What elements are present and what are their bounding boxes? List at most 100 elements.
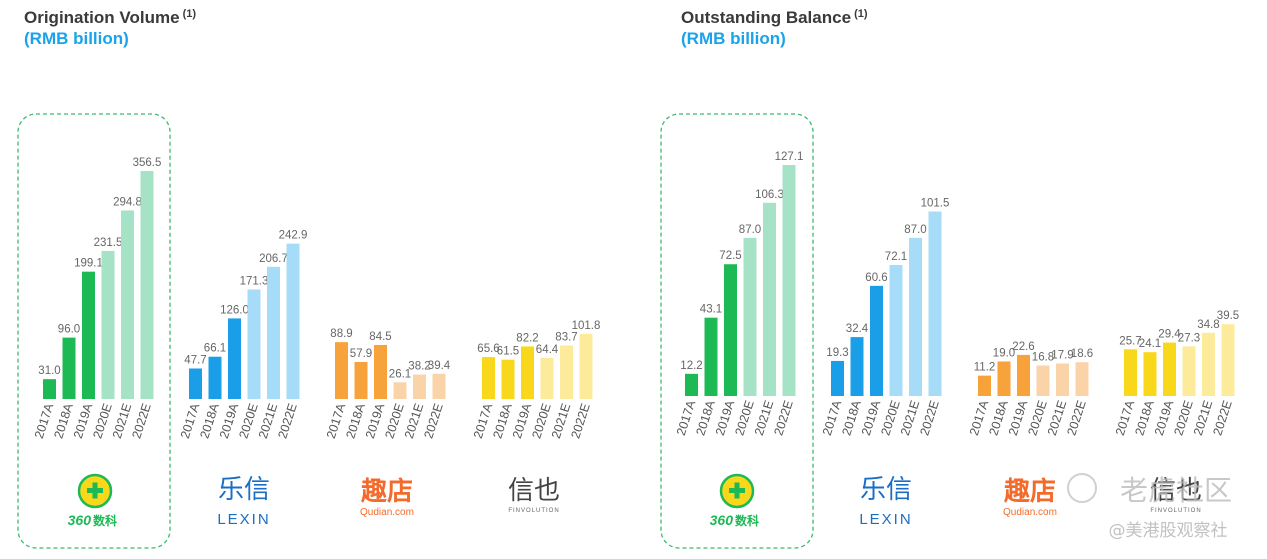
bar-qudian-2022E (1075, 362, 1089, 396)
data-label: 84.5 (369, 331, 391, 343)
plus-icon (734, 482, 740, 499)
bar-finvolution-2018A (501, 359, 515, 399)
data-label: 199.1 (74, 258, 103, 270)
lexin-cn: 乐信 (218, 475, 270, 505)
bar-lexin-2017A (189, 368, 202, 399)
chart-subtitle: (RMB billion) (681, 29, 786, 48)
finvolution-en: FINVOLUTION (1150, 508, 1201, 514)
bar-qudian-2018A (997, 361, 1011, 396)
data-label: 126.0 (220, 304, 249, 316)
watermark-main: 老虎社区 (1120, 474, 1232, 507)
data-label: 25.7 (1119, 335, 1141, 347)
data-label: 242.9 (279, 230, 308, 242)
data-label: 96.0 (58, 324, 80, 336)
bar-group-lexin: 47.72017A66.12018A126.02019A171.32020E20… (178, 230, 308, 441)
watermark: 老虎社区 @美港股观察社 (1067, 473, 1232, 541)
bar-lexin-2020E (247, 289, 261, 399)
plus-icon (92, 482, 98, 499)
bar-qudian-2018A (354, 361, 368, 399)
data-label: 26.1 (389, 368, 411, 380)
bar-finvolution-2021E (1202, 332, 1215, 396)
data-label: 32.4 (846, 323, 869, 335)
data-label: 12.2 (680, 360, 702, 372)
chart-title: Origination Volume (1) (24, 8, 196, 27)
data-label: 88.9 (330, 328, 352, 340)
title-footnote: (1) (851, 8, 868, 20)
bar-qifu-2022E (140, 171, 154, 399)
data-label: 83.7 (555, 331, 577, 343)
chart-title-text: Outstanding Balance (681, 8, 851, 27)
data-label: 38.2 (408, 361, 430, 373)
bar-finvolution-2019A (521, 346, 534, 399)
data-label: 127.1 (775, 151, 804, 163)
data-label: 60.6 (865, 272, 887, 284)
bar-lexin-2020E (889, 264, 903, 396)
bar-group-lexin: 19.32017A32.42018A60.62019A72.12020E87.0… (820, 198, 950, 438)
data-label: 19.3 (826, 347, 848, 359)
bar-qifu-2017A (43, 379, 56, 399)
data-label: 43.1 (700, 304, 722, 316)
bar-finvolution-2020E (1182, 346, 1196, 396)
data-label: 64.4 (536, 344, 559, 356)
data-label: 101.5 (921, 198, 950, 210)
bar-lexin-2021E (909, 237, 922, 396)
data-label: 18.6 (1071, 348, 1093, 360)
bar-finvolution-2021E (560, 345, 573, 399)
data-label: 65.6 (477, 343, 499, 355)
data-label: 19.0 (993, 347, 1015, 359)
data-label: 87.0 (739, 224, 761, 236)
data-label: 294.8 (113, 196, 142, 208)
data-label: 47.7 (184, 354, 206, 366)
bar-group-finvolution: 65.62017A61.52018A82.22019A64.42020E83.7… (471, 320, 601, 440)
chart-panel-2: Outstanding Balance (1) (RMB billion) 12.2… (660, 8, 1239, 549)
tiger-logo-icon (1067, 473, 1097, 503)
title-footnote: (1) (180, 8, 197, 20)
data-label: 27.3 (1178, 332, 1200, 344)
data-label: 87.0 (904, 224, 926, 236)
data-label: 82.2 (516, 332, 538, 344)
data-label: 39.5 (1217, 310, 1239, 322)
bar-qudian-2021E (1056, 363, 1069, 396)
chart-title: Outstanding Balance (1) (681, 8, 868, 27)
data-label: 101.8 (572, 320, 601, 332)
bar-lexin-2018A (850, 337, 864, 396)
bar-lexin-2019A (228, 318, 241, 399)
qudian-cn: 趣店 (1003, 477, 1056, 507)
qifu-logo: 360 数科 (710, 473, 759, 528)
bar-group-qifu: 31.02017A96.02018A199.12019A231.52020E29… (32, 157, 162, 440)
data-label: 66.1 (204, 343, 226, 355)
qifu-name: 数科 (735, 513, 759, 528)
qifu-number: 360 (710, 512, 734, 528)
bar-qudian-2020E (393, 382, 407, 399)
bar-group-qudian: 88.92017A57.92018A84.52019A26.12020E38.2… (324, 328, 451, 440)
bar-qifu-2017A (685, 373, 698, 396)
bar-lexin-2021E (267, 266, 280, 399)
bar-lexin-2019A (870, 285, 883, 396)
bar-group-qifu: 12.22017A43.12018A72.52019A87.02020E106.… (674, 151, 804, 437)
bar-qifu-2020E (101, 250, 115, 399)
bar-finvolution-2022E (1221, 324, 1235, 396)
bar-finvolution-2018A (1143, 352, 1157, 396)
bar-finvolution-2017A (1124, 349, 1137, 396)
qudian-cn: 趣店 (360, 477, 413, 507)
qudian-en: Qudian.com (1003, 507, 1057, 518)
lexin-en: LEXIN (217, 511, 270, 528)
bar-finvolution-2020E (540, 357, 554, 399)
bar-finvolution-2019A (1163, 342, 1176, 396)
data-label: 39.4 (428, 360, 451, 372)
data-label: 34.8 (1197, 319, 1219, 331)
data-label: 31.0 (38, 365, 60, 377)
qudian-en: Qudian.com (360, 507, 414, 518)
bar-lexin-2018A (208, 356, 222, 399)
finvolution-cn: 信也 (508, 476, 560, 506)
data-label: 106.3 (755, 189, 784, 201)
data-label: 16.8 (1032, 351, 1054, 363)
chart-subtitle: (RMB billion) (24, 29, 129, 48)
watermark-sub: @美港股观察社 (1109, 521, 1228, 541)
bar-finvolution-2022E (579, 333, 593, 399)
bar-qudian-2022E (432, 373, 446, 399)
bar-qifu-2018A (62, 337, 76, 399)
